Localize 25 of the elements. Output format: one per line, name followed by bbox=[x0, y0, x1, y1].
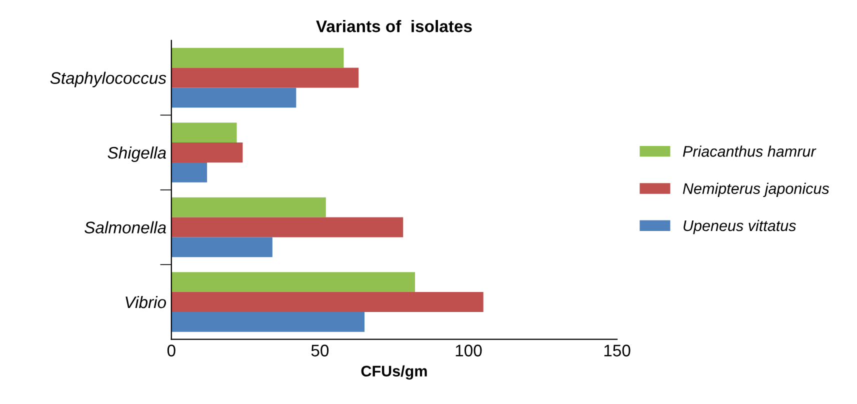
y-tick-label: Shigella bbox=[108, 146, 166, 162]
x-tick-label: 100 bbox=[456, 344, 482, 356]
y-tick-label: Staphylococcus bbox=[50, 72, 166, 88]
bar bbox=[171, 48, 344, 68]
bar bbox=[171, 142, 243, 162]
bar bbox=[171, 272, 416, 292]
bar bbox=[171, 88, 296, 108]
chart-title: Variants of isolates bbox=[316, 20, 472, 32]
bar bbox=[171, 68, 359, 88]
bar bbox=[171, 162, 208, 182]
x-axis-title: CFUs/gm bbox=[361, 365, 427, 380]
bar bbox=[171, 122, 237, 143]
bar bbox=[171, 217, 404, 238]
bar bbox=[171, 292, 484, 312]
y-tick-label: Salmonella bbox=[84, 221, 166, 234]
bar bbox=[171, 312, 365, 332]
legend-label: Upeneus vittatus bbox=[684, 220, 796, 234]
x-tick-label: 150 bbox=[604, 344, 630, 356]
y-tick-label: Vibrio bbox=[126, 296, 166, 308]
x-tick-label: 0 bbox=[167, 344, 176, 356]
legend-label: Nemipterus japonicus bbox=[682, 182, 830, 197]
bar bbox=[171, 237, 272, 258]
x-tick-label: 50 bbox=[311, 344, 329, 356]
legend-label: Priacanthus hamrur bbox=[682, 146, 816, 157]
bar bbox=[171, 197, 326, 218]
